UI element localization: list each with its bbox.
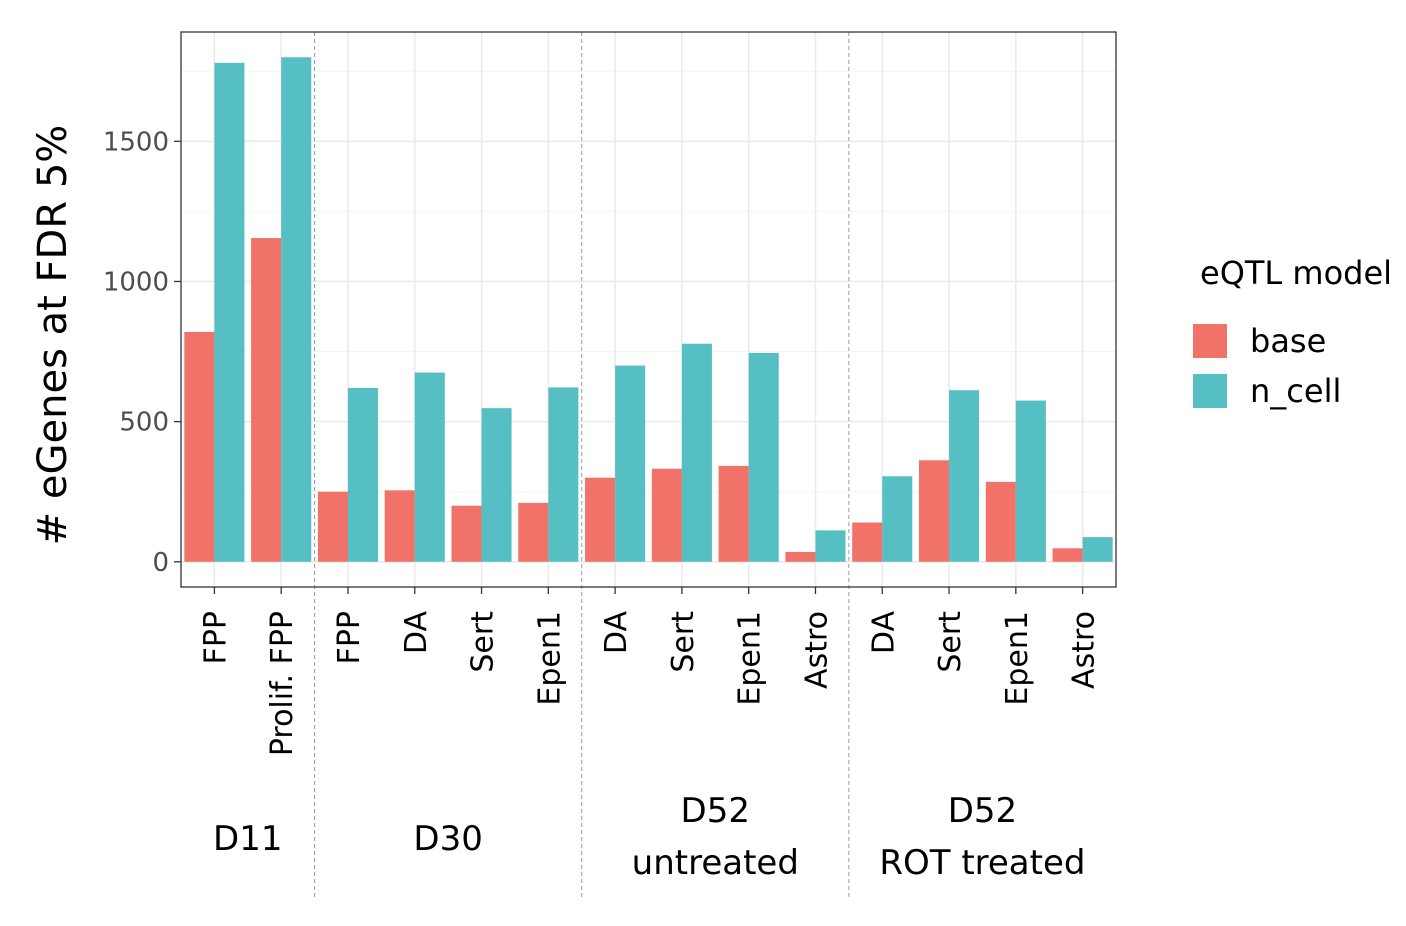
bar-base-6 — [585, 477, 616, 562]
x-tick-label-9: Astro — [799, 611, 834, 689]
group-labels: D11 D30 D52 untreated D52 ROT treated — [213, 791, 1085, 883]
legend-label-n-cell: n_cell — [1250, 372, 1341, 410]
bar-base-11 — [918, 460, 950, 562]
legend-label-base: base — [1250, 322, 1326, 360]
bar-base-5 — [518, 502, 549, 562]
y-tick-label-3: 1500 — [103, 127, 169, 157]
x-tick-label-2: FPP — [332, 611, 367, 664]
bar-base-9 — [785, 551, 816, 562]
x-axis: FPP Prolif. FPP FPP DA Sert Epen1 DA Sert Epen1 A… — [198, 587, 1102, 756]
x-tick-label-13: Astro — [1067, 611, 1102, 689]
bar-n-cell-3 — [414, 372, 445, 562]
x-tick-label-11: Sert — [933, 611, 968, 673]
bar-base-2 — [317, 491, 348, 562]
x-tick-label-4: Sert — [466, 611, 501, 673]
y-axis: 0 500 1000 1500 — [103, 127, 181, 578]
bar-base-4 — [451, 505, 482, 562]
bar-n-cell-11 — [949, 390, 980, 562]
x-tick-label-7: Sert — [666, 611, 701, 673]
bar-base-3 — [384, 490, 415, 562]
group-label-2-line-0: D52 — [681, 791, 750, 831]
x-tick-label-3: DA — [399, 611, 434, 655]
bar-base-8 — [718, 465, 749, 562]
bar-n-cell-12 — [1015, 400, 1046, 562]
bar-n-cell-10 — [882, 476, 913, 562]
bar-n-cell-0 — [214, 62, 245, 562]
group-label-0: D11 — [213, 819, 282, 859]
x-tick-label-1: Prolif. FPP — [265, 611, 300, 756]
group-separators — [314, 32, 850, 898]
bar-n-cell-6 — [615, 365, 646, 562]
group-label-3-line-0: D52 — [948, 791, 1017, 831]
panel-border — [180, 31, 1117, 588]
y-axis-label: # eGenes at FDR 5% — [30, 125, 76, 546]
group-label-3-line-1: ROT treated — [879, 843, 1085, 883]
x-tick-label-5: Epen1 — [532, 611, 567, 706]
y-tick-label-0: 0 — [152, 548, 169, 578]
x-tick-label-12: Epen1 — [1000, 611, 1035, 706]
bar-n-cell-5 — [548, 387, 579, 562]
bar-n-cell-2 — [347, 387, 379, 562]
bar-n-cell-7 — [681, 343, 712, 562]
bars — [184, 57, 1113, 562]
bar-base-7 — [651, 468, 682, 562]
bar-n-cell-13 — [1082, 537, 1113, 562]
bar-n-cell-1 — [281, 57, 312, 562]
legend: eQTL model base n_cell — [1193, 254, 1392, 410]
y-tick-label-1: 500 — [119, 408, 169, 438]
legend-swatch-base — [1193, 324, 1227, 358]
legend-title: eQTL model — [1200, 254, 1392, 292]
bar-base-10 — [852, 522, 883, 562]
group-label-1: D30 — [413, 819, 482, 859]
x-tick-label-0: FPP — [198, 611, 233, 664]
x-tick-label-6: DA — [599, 611, 634, 655]
bar-n-cell-8 — [748, 352, 779, 562]
bar-base-12 — [985, 481, 1016, 562]
bar-n-cell-4 — [481, 408, 512, 562]
y-tick-label-2: 1000 — [103, 267, 169, 297]
bar-n-cell-9 — [815, 530, 846, 562]
bar-base-0 — [184, 331, 215, 562]
x-tick-label-10: DA — [866, 611, 901, 655]
group-label-2-line-1: untreated — [632, 843, 799, 883]
legend-swatch-n-cell — [1193, 374, 1227, 408]
bar-base-13 — [1052, 548, 1083, 562]
x-tick-label-8: Epen1 — [733, 611, 768, 706]
bar-base-1 — [251, 238, 282, 562]
